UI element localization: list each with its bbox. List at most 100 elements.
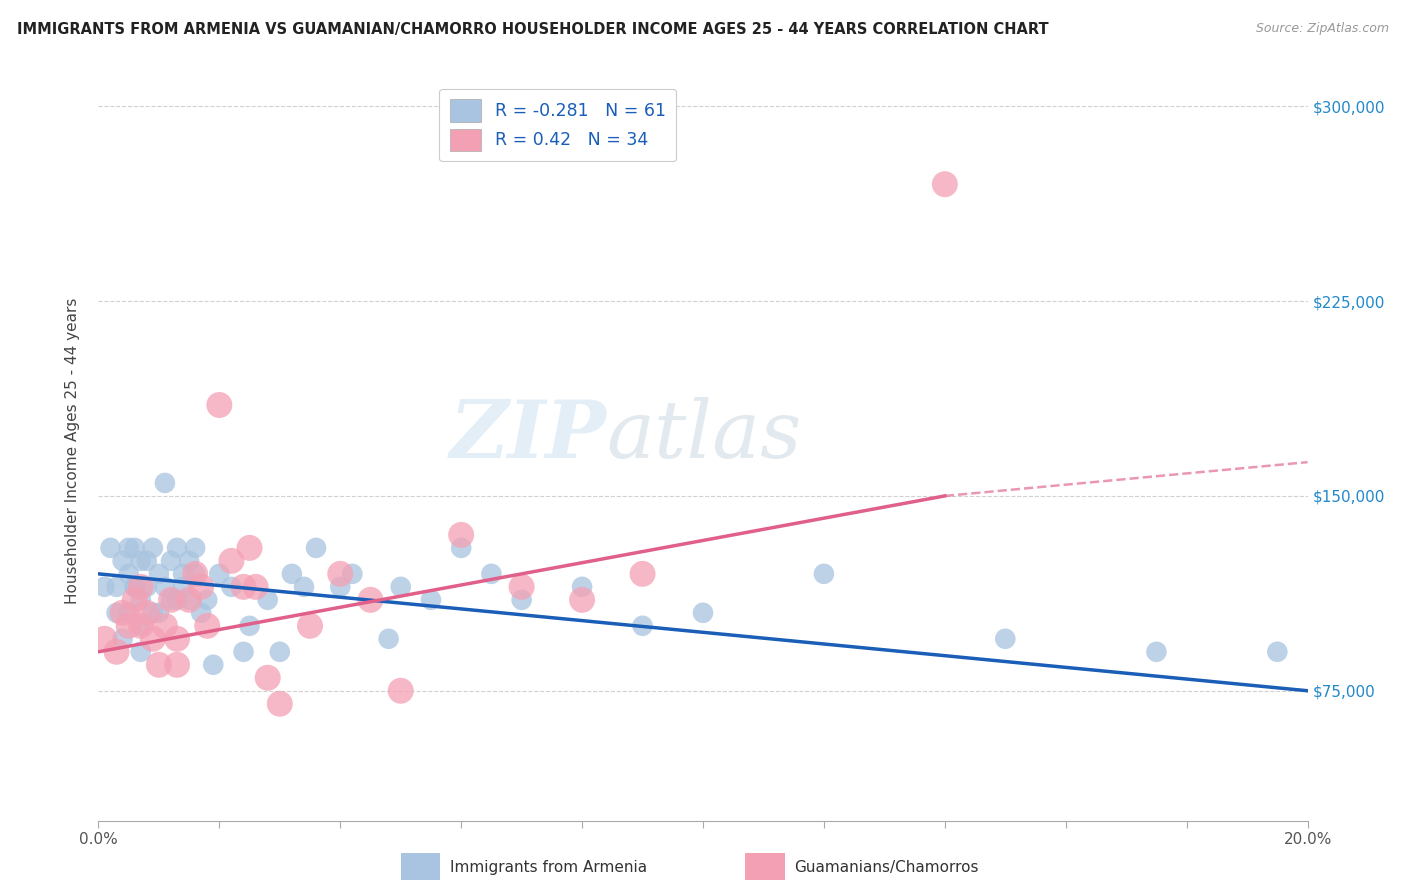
Point bbox=[124, 580, 146, 594]
Point bbox=[153, 580, 176, 594]
Point bbox=[994, 632, 1017, 646]
Point bbox=[208, 398, 231, 412]
Point bbox=[172, 566, 194, 581]
Point bbox=[256, 592, 278, 607]
Point bbox=[148, 606, 170, 620]
Point bbox=[124, 592, 146, 607]
Point bbox=[166, 592, 188, 607]
Point bbox=[342, 566, 364, 581]
Point bbox=[389, 683, 412, 698]
Point bbox=[105, 606, 128, 620]
Point bbox=[281, 566, 304, 581]
Point bbox=[190, 580, 212, 594]
Point bbox=[571, 592, 593, 607]
Point bbox=[118, 619, 141, 633]
Point bbox=[631, 566, 654, 581]
Legend: R = -0.281   N = 61, R = 0.42   N = 34: R = -0.281 N = 61, R = 0.42 N = 34 bbox=[440, 89, 676, 161]
Text: Immigrants from Armenia: Immigrants from Armenia bbox=[450, 861, 647, 875]
Point bbox=[329, 580, 352, 594]
Point bbox=[510, 580, 533, 594]
Point bbox=[232, 645, 254, 659]
Point bbox=[239, 619, 262, 633]
Point bbox=[153, 619, 176, 633]
Point bbox=[111, 554, 134, 568]
Point bbox=[232, 580, 254, 594]
Point bbox=[166, 632, 188, 646]
Point bbox=[329, 566, 352, 581]
Point bbox=[450, 541, 472, 555]
Point bbox=[100, 541, 122, 555]
Point bbox=[142, 632, 165, 646]
Y-axis label: Householder Income Ages 25 - 44 years: Householder Income Ages 25 - 44 years bbox=[65, 297, 80, 604]
Text: Source: ZipAtlas.com: Source: ZipAtlas.com bbox=[1256, 22, 1389, 36]
Point bbox=[142, 606, 165, 620]
Point bbox=[160, 554, 183, 568]
Point bbox=[510, 592, 533, 607]
Point bbox=[360, 592, 382, 607]
Point bbox=[292, 580, 315, 594]
Text: IMMIGRANTS FROM ARMENIA VS GUAMANIAN/CHAMORRO HOUSEHOLDER INCOME AGES 25 - 44 YE: IMMIGRANTS FROM ARMENIA VS GUAMANIAN/CHA… bbox=[17, 22, 1049, 37]
Point bbox=[1267, 645, 1289, 659]
Point bbox=[111, 606, 134, 620]
Point bbox=[195, 619, 218, 633]
Point bbox=[1144, 645, 1167, 659]
Point bbox=[105, 645, 128, 659]
Point bbox=[153, 475, 176, 490]
Point bbox=[190, 606, 212, 620]
Point bbox=[179, 592, 201, 607]
Point bbox=[118, 541, 141, 555]
Point bbox=[481, 566, 503, 581]
Point bbox=[135, 580, 157, 594]
Point bbox=[148, 566, 170, 581]
Point bbox=[813, 566, 835, 581]
Point bbox=[571, 580, 593, 594]
Point bbox=[148, 657, 170, 672]
Point bbox=[166, 541, 188, 555]
Point bbox=[221, 580, 243, 594]
Point bbox=[135, 606, 157, 620]
Point bbox=[934, 177, 956, 191]
Point bbox=[245, 580, 267, 594]
Point bbox=[184, 541, 207, 555]
Point bbox=[269, 697, 291, 711]
Point bbox=[221, 554, 243, 568]
Point bbox=[124, 580, 146, 594]
Point bbox=[269, 645, 291, 659]
Point bbox=[195, 592, 218, 607]
Point bbox=[166, 657, 188, 672]
Point bbox=[129, 645, 152, 659]
Point bbox=[239, 541, 262, 555]
Point bbox=[129, 619, 152, 633]
Point bbox=[93, 632, 115, 646]
Point bbox=[118, 606, 141, 620]
Point bbox=[124, 541, 146, 555]
Text: atlas: atlas bbox=[606, 397, 801, 475]
Point bbox=[105, 580, 128, 594]
Point bbox=[129, 554, 152, 568]
Point bbox=[179, 554, 201, 568]
Point bbox=[184, 566, 207, 581]
Point bbox=[129, 580, 152, 594]
Point bbox=[93, 580, 115, 594]
Text: ZIP: ZIP bbox=[450, 397, 606, 475]
Point bbox=[142, 541, 165, 555]
Point bbox=[184, 566, 207, 581]
Text: Guamanians/Chamorros: Guamanians/Chamorros bbox=[794, 861, 979, 875]
Point bbox=[118, 566, 141, 581]
Point bbox=[692, 606, 714, 620]
Point bbox=[299, 619, 322, 633]
Point bbox=[377, 632, 399, 646]
Point bbox=[129, 619, 152, 633]
Point bbox=[208, 566, 231, 581]
Point bbox=[179, 592, 201, 607]
Point bbox=[111, 632, 134, 646]
Point bbox=[420, 592, 443, 607]
Point bbox=[256, 671, 278, 685]
Point bbox=[631, 619, 654, 633]
Point bbox=[135, 554, 157, 568]
Point bbox=[202, 657, 225, 672]
Point bbox=[172, 580, 194, 594]
Point bbox=[160, 592, 183, 607]
Point bbox=[129, 592, 152, 607]
Point bbox=[450, 528, 472, 542]
